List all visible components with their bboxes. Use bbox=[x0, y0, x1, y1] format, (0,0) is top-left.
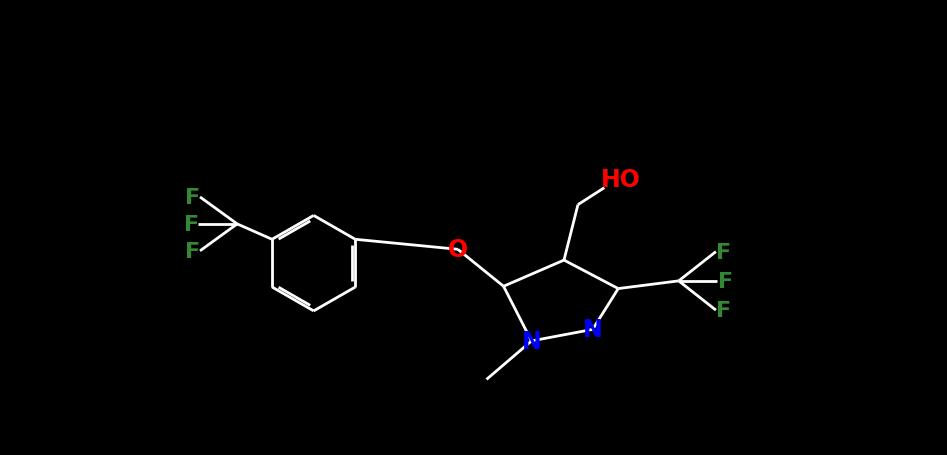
Text: F: F bbox=[184, 214, 199, 234]
Text: F: F bbox=[186, 241, 201, 261]
Text: F: F bbox=[718, 271, 733, 291]
Text: F: F bbox=[716, 242, 731, 262]
Text: F: F bbox=[716, 300, 731, 320]
Text: HO: HO bbox=[600, 168, 640, 192]
Text: N: N bbox=[522, 329, 542, 353]
Text: O: O bbox=[448, 238, 468, 262]
Text: F: F bbox=[186, 187, 201, 207]
Text: N: N bbox=[582, 318, 602, 342]
